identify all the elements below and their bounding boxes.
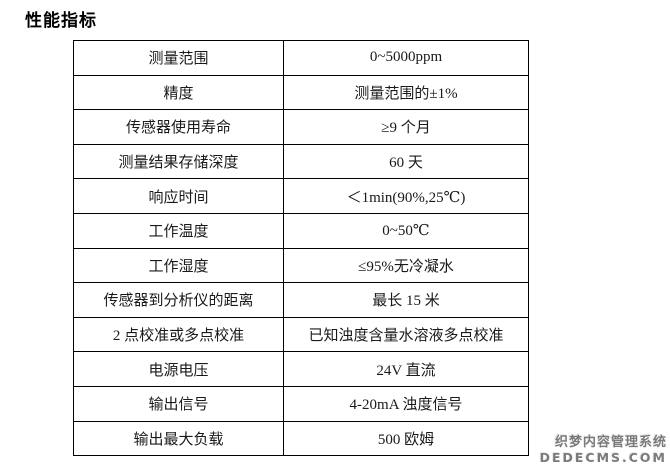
table-row: 测量结果存储深度 60 天 — [73, 143, 529, 180]
table-row: 工作温度 0~50℃ — [73, 212, 529, 249]
table-row: 输出信号 4-20mA 浊度信号 — [73, 385, 529, 422]
watermark: 织梦内容管理系统 DEDECMS.COM — [539, 434, 667, 465]
spec-value-cell: 测量范围的±1% — [283, 74, 529, 111]
spec-value-cell: ＜1min(90%,25℃) — [283, 178, 529, 214]
spec-label-cell: 传感器到分析仪的距离 — [73, 282, 284, 318]
spec-value-cell: 已知浊度含量水溶液多点校准 — [283, 316, 529, 353]
spec-label-cell: 输出最大负载 — [73, 420, 284, 457]
spec-label-cell: 输出信号 — [73, 385, 284, 422]
spec-label-cell: 2 点校准或多点校准 — [73, 316, 284, 353]
spec-label-cell: 响应时间 — [73, 178, 284, 214]
spec-value-cell: 24V 直流 — [283, 351, 529, 387]
table-row: 响应时间 ＜1min(90%,25℃) — [73, 178, 529, 214]
table-row: 传感器使用寿命 ≥9 个月 — [73, 109, 529, 145]
spec-label-cell: 电源电压 — [73, 351, 284, 387]
table-row: 工作湿度 ≤95%无冷凝水 — [73, 247, 529, 284]
table-row: 测量范围 0~5000ppm — [73, 40, 529, 76]
watermark-en-text: DEDECMS.COM — [539, 449, 667, 465]
spec-label-cell: 传感器使用寿命 — [73, 109, 284, 145]
spec-value-cell: 0~5000ppm — [283, 40, 529, 76]
spec-value-cell: 500 欧姆 — [283, 420, 529, 457]
spec-value-cell: ≥9 个月 — [283, 109, 529, 145]
watermark-cn-text: 织梦内容管理系统 — [554, 434, 667, 450]
table-row: 电源电压 24V 直流 — [73, 351, 529, 387]
spec-value-cell: 最长 15 米 — [283, 282, 529, 318]
spec-value-cell: 0~50℃ — [283, 212, 529, 249]
spec-label-cell: 测量范围 — [73, 40, 284, 76]
table-row: 2 点校准或多点校准 已知浊度含量水溶液多点校准 — [73, 316, 529, 353]
table-row: 精度 测量范围的±1% — [73, 74, 529, 111]
spec-value-cell: 4-20mA 浊度信号 — [283, 385, 529, 422]
table-row: 传感器到分析仪的距离 最长 15 米 — [73, 282, 529, 318]
spec-label-cell: 工作温度 — [73, 212, 284, 249]
page-title: 性能指标 — [25, 11, 97, 31]
spec-value-cell: ≤95%无冷凝水 — [283, 247, 529, 284]
table-row: 输出最大负载 500 欧姆 — [73, 420, 529, 457]
spec-value-cell: 60 天 — [283, 143, 529, 180]
spec-label-cell: 测量结果存储深度 — [73, 143, 284, 180]
spec-table: 测量范围 0~5000ppm 精度 测量范围的±1% 传感器使用寿命 ≥9 个月… — [73, 40, 529, 457]
spec-label-cell: 工作湿度 — [73, 247, 284, 284]
spec-label-cell: 精度 — [73, 74, 284, 111]
